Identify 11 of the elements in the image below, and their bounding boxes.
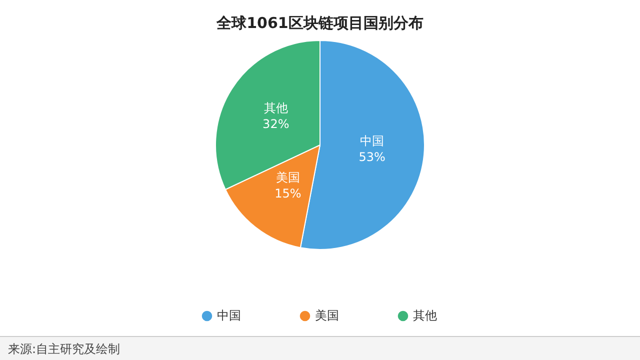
data-label: 53%: [358, 150, 386, 164]
legend-label: 中国: [217, 308, 241, 322]
chart-title: 全球1061区块链项目国别分布: [215, 14, 424, 33]
source-note: 来源:自主研究及绘制: [8, 341, 120, 358]
data-label: 32%: [262, 117, 290, 132]
slice-label: 其他: [264, 101, 288, 116]
slice-label: 中国: [360, 134, 384, 148]
slice-label: 美国: [276, 170, 300, 184]
data-label: 15%: [274, 186, 302, 200]
legend-label: 美国: [315, 308, 339, 322]
legend-label: 其他: [413, 308, 437, 322]
